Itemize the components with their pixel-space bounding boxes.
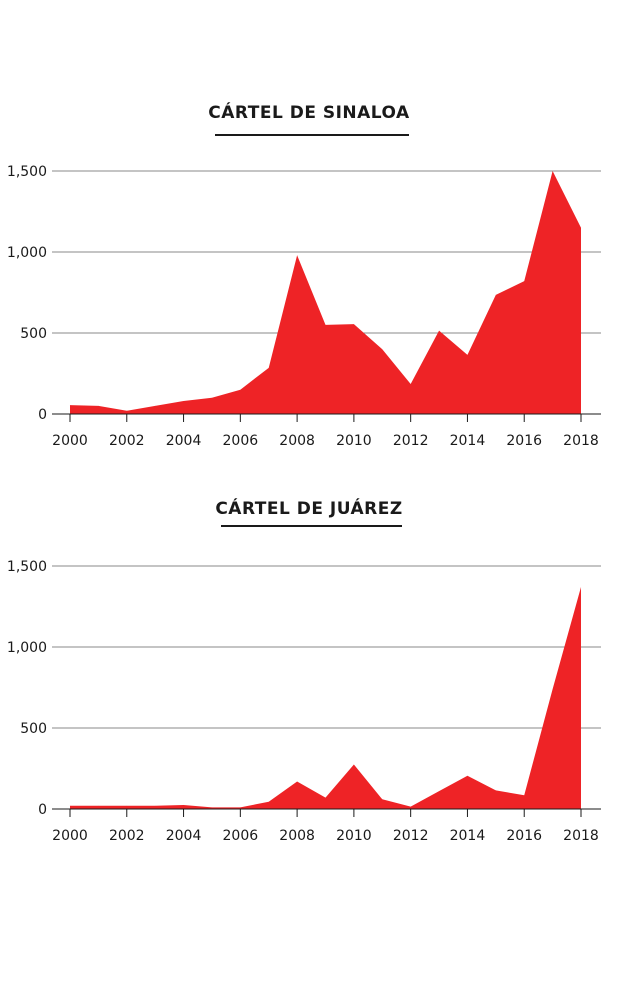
y-tick-label: 0	[38, 407, 47, 423]
x-tick-label: 2004	[166, 828, 202, 844]
x-tick-label: 2006	[223, 828, 259, 844]
chart-title: CÁRTEL DE JUÁREZ	[215, 499, 403, 519]
x-tick-label: 2004	[166, 433, 202, 449]
title-underline	[221, 525, 402, 527]
chart-title: CÁRTEL DE SINALOA	[208, 103, 410, 123]
y-tick-label: 1,000	[7, 640, 47, 656]
x-tick-label: 2016	[506, 828, 542, 844]
area-chart-juarez: 0 500 1,000 1,500 2000 2002 2004 2006 2008 2010 20…	[7, 559, 601, 844]
area-series	[70, 171, 581, 414]
x-tick-label: 2014	[450, 433, 486, 449]
x-tick-label: 2002	[109, 433, 145, 449]
y-tick-label: 500	[20, 326, 47, 342]
x-tick-label: 2012	[393, 433, 429, 449]
y-tick-label: 1,500	[7, 559, 47, 575]
x-tick-label: 2016	[506, 433, 542, 449]
x-tick-label: 2000	[52, 433, 88, 449]
x-tick-label: 2012	[393, 828, 429, 844]
y-tick-label: 1,500	[7, 164, 47, 180]
x-tick-label: 2000	[52, 828, 88, 844]
x-tick-label: 2010	[336, 828, 372, 844]
y-tick-label: 1,000	[7, 245, 47, 261]
x-tick-label: 2018	[563, 433, 599, 449]
x-tick-label: 2006	[223, 433, 259, 449]
x-tick-label: 2010	[336, 433, 372, 449]
x-tick-label: 2002	[109, 828, 145, 844]
y-tick-label: 0	[38, 802, 47, 818]
area-chart-sinaloa: 0 500 1,000 1,500 2000 2002 2004 2006 2008 2010 20…	[7, 164, 601, 449]
title-underline	[215, 134, 409, 136]
x-tick-label: 2008	[279, 433, 315, 449]
area-series	[70, 587, 581, 809]
x-tick-label: 2014	[450, 828, 486, 844]
y-tick-label: 500	[20, 721, 47, 737]
x-tick-label: 2008	[279, 828, 315, 844]
x-tick-label: 2018	[563, 828, 599, 844]
